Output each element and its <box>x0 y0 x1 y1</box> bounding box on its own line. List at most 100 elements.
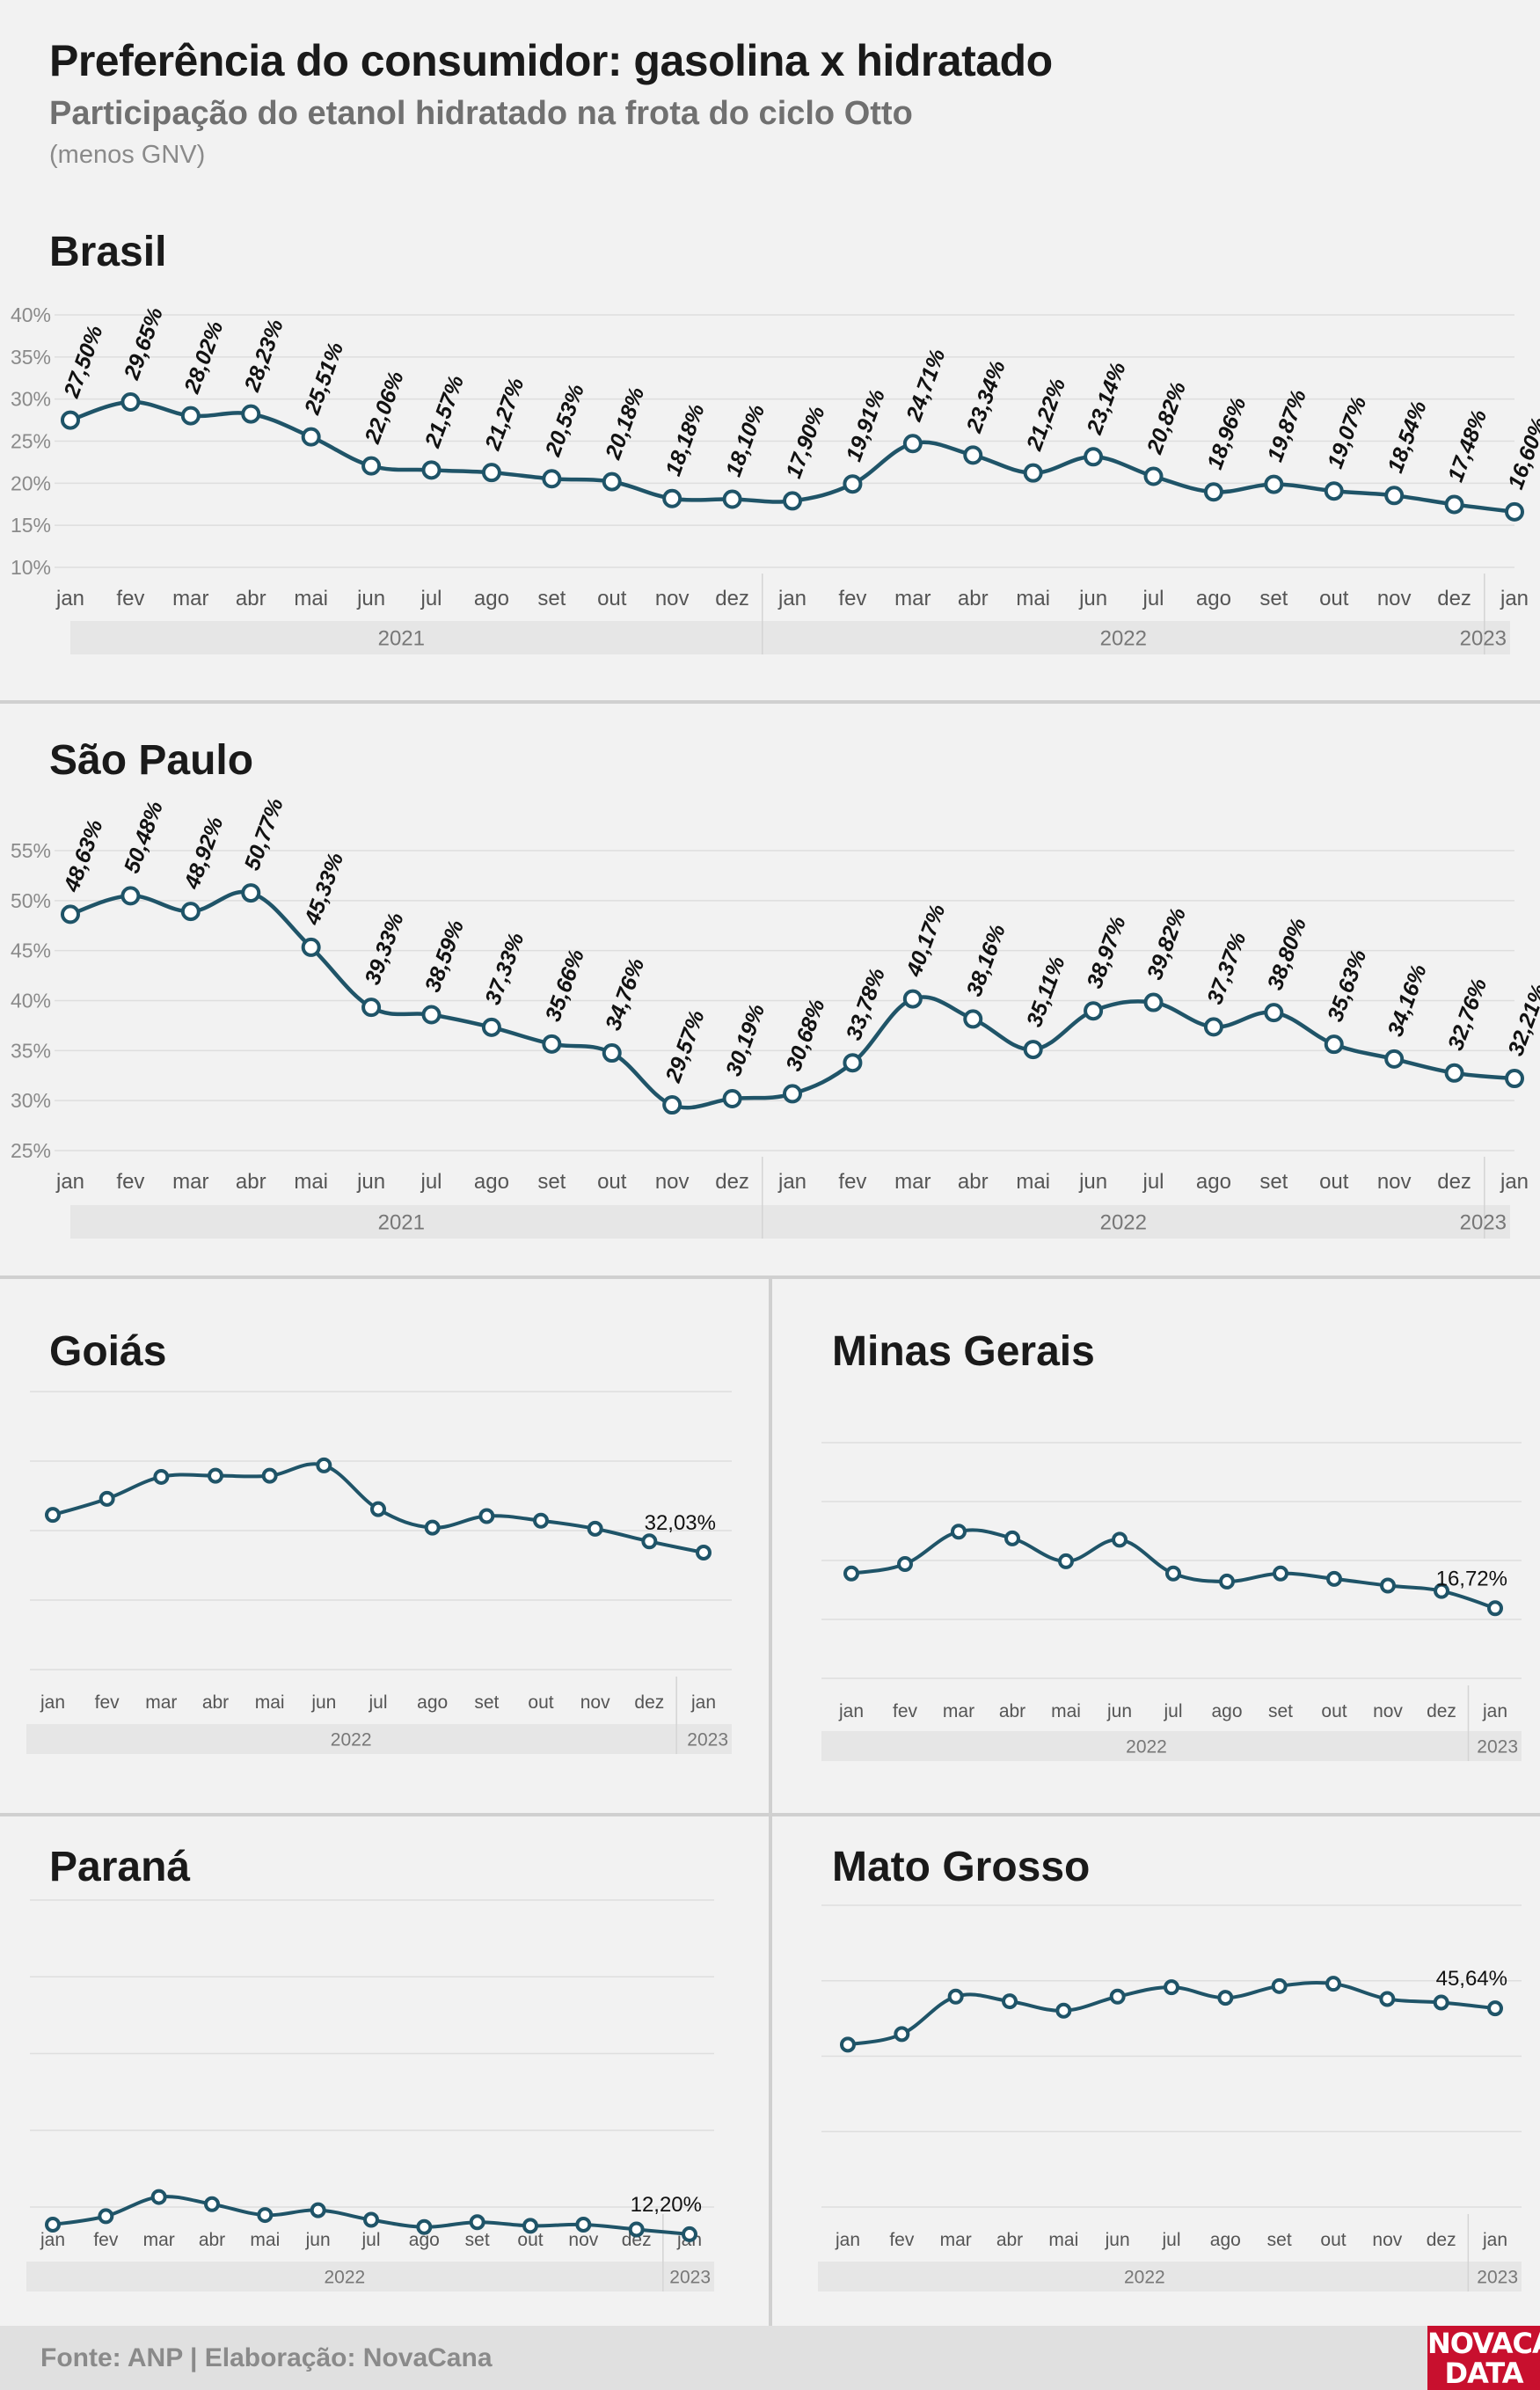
data-label: 38,16% <box>962 921 1011 999</box>
data-label: 29,57% <box>661 1007 710 1086</box>
x-tick-label: mar <box>894 1170 931 1194</box>
x-tick-label: out <box>597 587 627 610</box>
x-tick-label: mai <box>294 1170 328 1194</box>
data-point <box>662 488 682 508</box>
data-label: 30,19% <box>721 1001 770 1079</box>
x-tick-label: nov <box>1377 1170 1412 1194</box>
x-tick-label: ago <box>1196 1170 1231 1194</box>
x-tick-label: jul <box>420 587 442 610</box>
x-tick-label: mar <box>172 1170 208 1194</box>
data-label: 20,82% <box>1142 378 1191 457</box>
year-label: 2022 <box>1100 626 1147 650</box>
x-tick-label: jan <box>1482 2230 1507 2250</box>
data-label: 17,48% <box>1443 406 1492 485</box>
data-label: 40,17% <box>901 901 951 980</box>
data-point <box>1326 1570 1342 1587</box>
x-tick-label: jun <box>356 1170 385 1194</box>
data-label-last: 12,20% <box>631 2193 702 2217</box>
data-point <box>180 406 201 426</box>
x-tick-label: out <box>1320 2230 1346 2250</box>
x-tick-label: dez <box>1437 587 1471 610</box>
data-point <box>1264 1003 1284 1023</box>
data-point <box>61 904 80 925</box>
data-label: 23,34% <box>961 357 1011 436</box>
data-point <box>1023 463 1043 483</box>
data-point <box>1109 1988 1126 2005</box>
data-label: 18,18% <box>661 401 709 479</box>
data-point <box>99 1490 115 1507</box>
data-point <box>722 1089 742 1109</box>
x-tick-label: jan <box>838 1701 864 1721</box>
data-label: 21,57% <box>420 372 469 451</box>
data-point <box>1271 1977 1288 1994</box>
x-tick-label: dez <box>1437 1170 1471 1194</box>
x-tick-label: mar <box>894 587 931 610</box>
chart-title-brasil: Brasil <box>49 229 166 275</box>
data-point <box>783 1084 802 1104</box>
data-label: 17,90% <box>781 403 829 481</box>
x-tick-label: jan <box>835 2230 860 2250</box>
data-point <box>722 489 742 509</box>
data-point <box>522 2218 538 2234</box>
data-point <box>469 2214 485 2231</box>
x-tick-label: fev <box>838 1170 866 1194</box>
x-tick-label: ago <box>409 2230 440 2250</box>
data-point <box>1023 1040 1043 1060</box>
data-point <box>1384 486 1405 506</box>
x-tick-label: mai <box>255 1692 285 1713</box>
data-point <box>963 445 983 465</box>
data-point <box>1203 1017 1223 1037</box>
x-tick-label: abr <box>236 1170 266 1194</box>
year-band <box>26 2262 714 2291</box>
x-tick-label: fev <box>838 587 866 610</box>
y-tick-label: 55% <box>11 839 51 862</box>
data-point <box>1084 1001 1104 1021</box>
data-point <box>150 2189 167 2205</box>
year-label: 2021 <box>378 1210 425 1234</box>
x-tick-label: nov <box>580 1692 610 1713</box>
x-tick-label: fev <box>95 1692 120 1713</box>
data-point <box>1505 1069 1524 1089</box>
data-point <box>204 2196 220 2212</box>
data-point <box>1487 1600 1503 1617</box>
data-point <box>61 410 80 430</box>
data-point <box>641 1533 658 1550</box>
data-point <box>902 989 923 1009</box>
data-label: 50,48% <box>120 798 168 876</box>
y-tick-label: 30% <box>11 388 51 411</box>
data-point <box>897 1556 913 1572</box>
data-point <box>120 886 141 906</box>
data-point <box>481 1017 501 1037</box>
data-point <box>1324 1034 1344 1055</box>
data-label: 35,66% <box>541 946 589 1025</box>
data-label: 20,18% <box>601 384 650 463</box>
x-tick-label: nov <box>1373 1701 1403 1721</box>
data-point <box>840 2036 856 2053</box>
page-subtitle: Participação do etanol hidratado na frot… <box>49 95 913 132</box>
data-point <box>1165 1565 1181 1582</box>
data-point <box>361 456 382 476</box>
data-point <box>241 883 261 903</box>
data-point <box>587 1520 603 1537</box>
x-tick-label: dez <box>622 2230 652 2250</box>
year-label: 2022 <box>1126 1736 1167 1757</box>
x-tick-label: jun <box>1078 587 1107 610</box>
data-label: 38,59% <box>420 917 469 995</box>
data-point <box>310 2202 326 2218</box>
data-label: 19,87% <box>1263 386 1311 464</box>
data-point <box>628 2221 645 2238</box>
data-point <box>963 1009 983 1029</box>
data-point <box>1444 494 1464 515</box>
x-tick-label: fev <box>889 2230 915 2250</box>
year-label: 2022 <box>1100 1210 1147 1234</box>
x-tick-label: nov <box>1377 587 1412 610</box>
year-label: 2023 <box>1460 626 1507 650</box>
data-point <box>261 1467 278 1484</box>
data-point <box>481 463 501 483</box>
data-point <box>1505 501 1524 522</box>
data-point <box>1164 1979 1179 1996</box>
chart-title-parana: Paraná <box>49 1844 190 1890</box>
x-tick-label: mar <box>172 587 208 610</box>
data-point <box>843 1565 859 1582</box>
